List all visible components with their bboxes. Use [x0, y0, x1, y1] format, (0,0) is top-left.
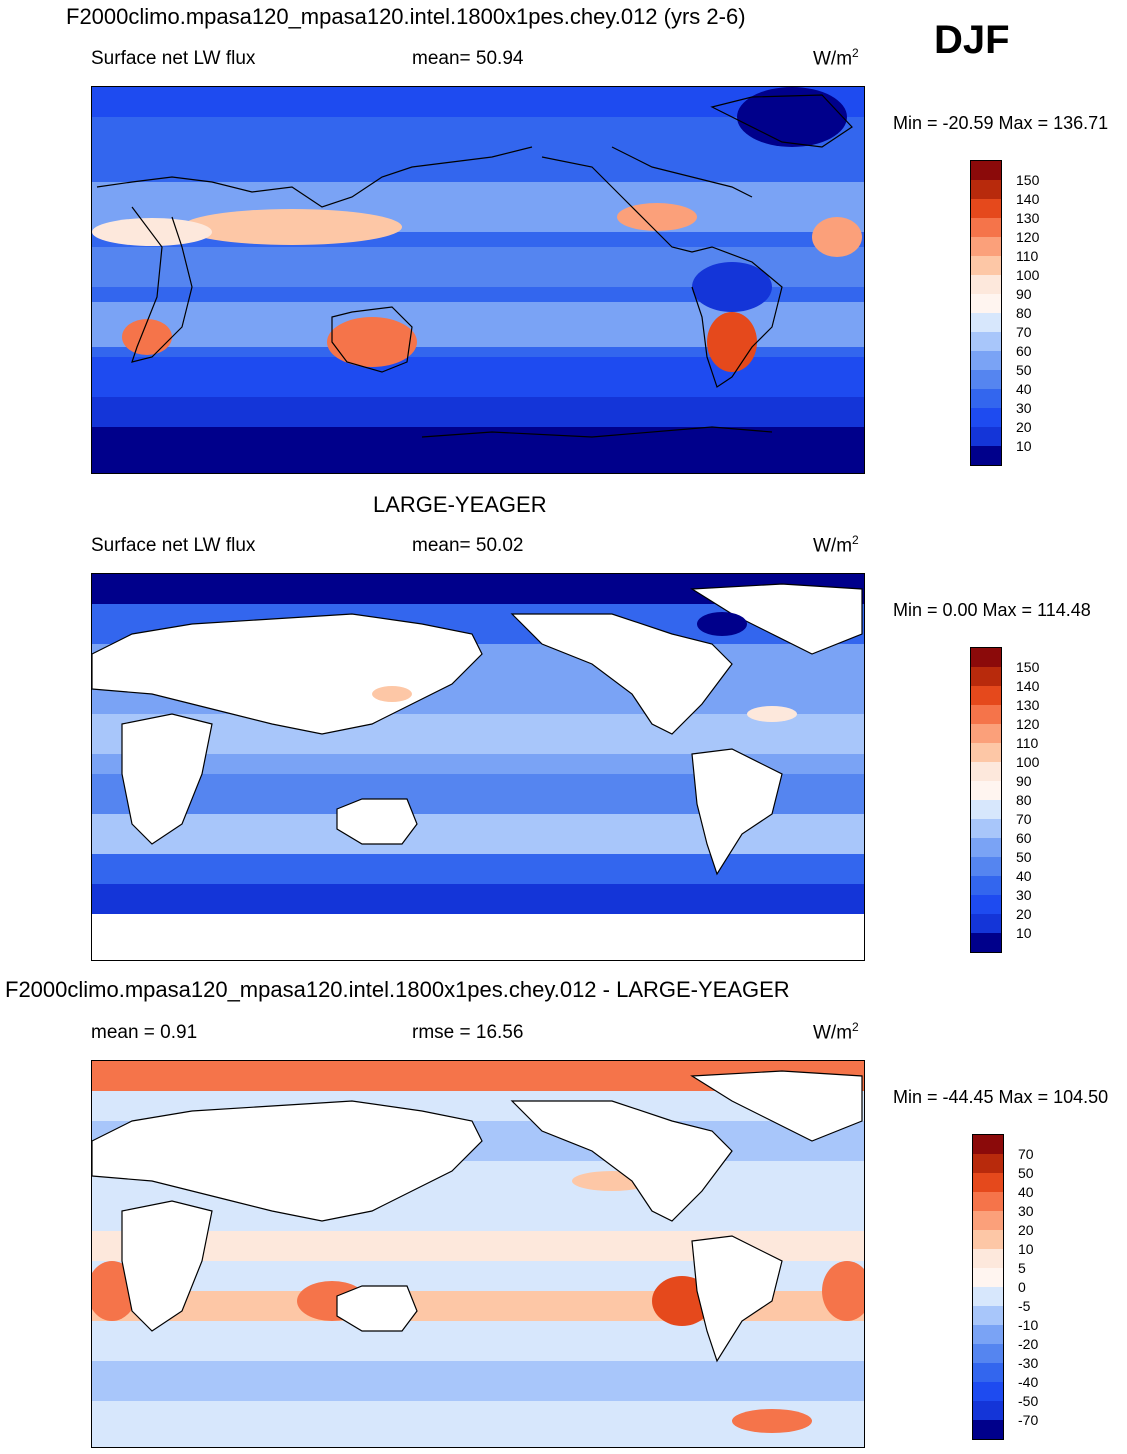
colorbar-tick: -50 — [1018, 1393, 1039, 1409]
colorbar-tick: 60 — [1016, 830, 1032, 846]
panel3-header: F2000climo.mpasa120_mpasa120.intel.1800x… — [5, 977, 790, 1002]
colorbar-tick: 80 — [1016, 305, 1032, 321]
colorbar-tick: -70 — [1018, 1412, 1039, 1428]
panel1-unit-label: W/m2 — [813, 46, 859, 70]
colorbar-tick: 150 — [1016, 659, 1040, 675]
colorbar-tick: 10 — [1016, 925, 1032, 941]
panel2-unit-label: W/m2 — [813, 533, 859, 557]
colorbar-tick: 90 — [1016, 286, 1032, 302]
colorbar-tick: -20 — [1018, 1336, 1039, 1352]
colorbar-tick: 70 — [1018, 1146, 1034, 1162]
colorbar-tick: 40 — [1016, 381, 1032, 397]
colorbar-tick: 40 — [1018, 1184, 1034, 1200]
colorbar-tick: 70 — [1016, 324, 1032, 340]
panel1-variable-label: Surface net LW flux — [91, 48, 256, 69]
panel3-mean-label: mean = 0.91 — [91, 1022, 198, 1043]
colorbar-tick: 120 — [1016, 229, 1040, 245]
colorbar-tick: 100 — [1016, 754, 1040, 770]
colorbar-tick: -5 — [1018, 1298, 1031, 1314]
colorbar-tick: 5 — [1018, 1260, 1026, 1276]
figure-title: F2000climo.mpasa120_mpasa120.intel.1800x… — [66, 4, 746, 29]
colorbar-tick: 20 — [1016, 906, 1032, 922]
colorbar-tick: 50 — [1016, 849, 1032, 865]
colorbar-tick: 50 — [1018, 1165, 1034, 1181]
panel2-mean-label: mean= 50.02 — [412, 535, 524, 556]
colorbar-tick: 90 — [1016, 773, 1032, 789]
colorbar-tick: 150 — [1016, 172, 1040, 188]
colorbar-tick: 120 — [1016, 716, 1040, 732]
colorbar-tick: -30 — [1018, 1355, 1039, 1371]
colorbar-tick: 110 — [1016, 248, 1039, 264]
colorbar-tick: 80 — [1016, 792, 1032, 808]
colorbar-tick: 130 — [1016, 697, 1040, 713]
panel3-minmax: Min = -44.45 Max = 104.50 — [893, 1087, 1109, 1107]
panel2-map — [91, 573, 865, 961]
panel1-minmax: Min = -20.59 Max = 136.71 — [893, 113, 1109, 133]
colorbar-tick: 10 — [1018, 1241, 1034, 1257]
colorbar-tick: 30 — [1016, 400, 1032, 416]
colorbar-tick: 30 — [1016, 887, 1032, 903]
colorbar-tick: 40 — [1016, 868, 1032, 884]
panel2-variable-label: Surface net LW flux — [91, 535, 256, 556]
colorbar-tick: 20 — [1018, 1222, 1034, 1238]
panel2-header: LARGE-YEAGER — [373, 492, 547, 517]
colorbar-tick: 70 — [1016, 811, 1032, 827]
colorbar-tick: 110 — [1016, 735, 1039, 751]
panel3-rmse-label: rmse = 16.56 — [412, 1022, 524, 1043]
colorbar-tick: 130 — [1016, 210, 1040, 226]
panel1-map — [91, 86, 865, 474]
panel3-map — [91, 1060, 865, 1448]
season-label: DJF — [934, 18, 1010, 62]
colorbar-tick: -10 — [1018, 1317, 1039, 1333]
colorbar-tick: 50 — [1016, 362, 1032, 378]
colorbar-tick: 140 — [1016, 678, 1040, 694]
colorbar-tick: -40 — [1018, 1374, 1039, 1390]
colorbar-tick: 140 — [1016, 191, 1040, 207]
panel3-unit-label: W/m2 — [813, 1020, 859, 1044]
colorbar-tick: 0 — [1018, 1279, 1026, 1295]
panel1-mean-label: mean= 50.94 — [412, 48, 524, 69]
colorbar-tick: 10 — [1016, 438, 1032, 454]
colorbar-tick: 60 — [1016, 343, 1032, 359]
colorbar-tick: 30 — [1018, 1203, 1034, 1219]
colorbar-tick: 20 — [1016, 419, 1032, 435]
colorbar-tick: 100 — [1016, 267, 1040, 283]
panel2-minmax: Min = 0.00 Max = 114.48 — [893, 600, 1091, 620]
